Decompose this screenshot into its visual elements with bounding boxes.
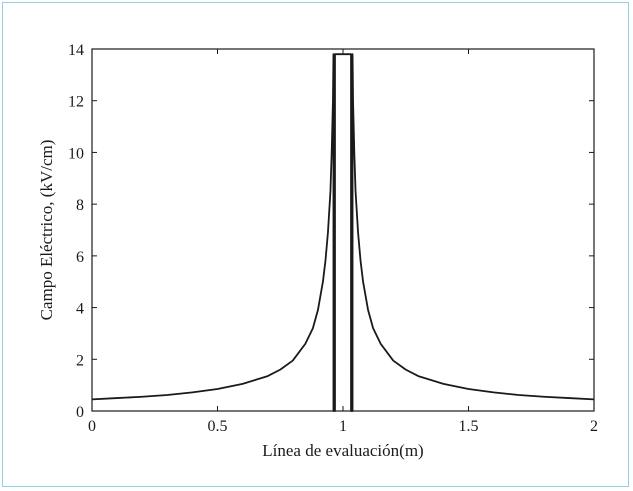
- x-tick-label: 1.5: [459, 418, 479, 435]
- y-tick-label: 10: [68, 145, 84, 162]
- x-tick-label: 0.5: [208, 418, 228, 435]
- y-tick-label: 8: [76, 197, 84, 214]
- x-tick-label: 2: [590, 418, 598, 435]
- series-line: [91, 53, 595, 412]
- x-axis-label: Línea de evaluación(m): [262, 441, 423, 460]
- x-axis: 0 0.5 1 1.5 2: [88, 49, 598, 435]
- x-tick-label: 1: [339, 418, 347, 435]
- y-tick-label: 14: [68, 42, 84, 59]
- y-tick-label: 0: [76, 404, 84, 421]
- y-tick-label: 4: [76, 301, 84, 318]
- y-tick-label: 2: [76, 352, 84, 369]
- y-axis: 0 2 4 6 8 10 12 14: [68, 42, 594, 421]
- x-tick-label: 0: [88, 418, 96, 435]
- y-axis-label: Campo Eléctrico, (kV/cm): [37, 140, 56, 321]
- y-tick-label: 12: [68, 94, 84, 111]
- series-layer: [91, 53, 595, 412]
- y-tick-label: 6: [76, 249, 84, 266]
- plot-area: [91, 48, 595, 412]
